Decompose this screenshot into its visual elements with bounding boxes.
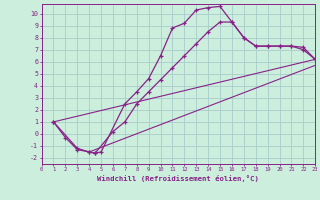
X-axis label: Windchill (Refroidissement éolien,°C): Windchill (Refroidissement éolien,°C) (98, 175, 259, 182)
